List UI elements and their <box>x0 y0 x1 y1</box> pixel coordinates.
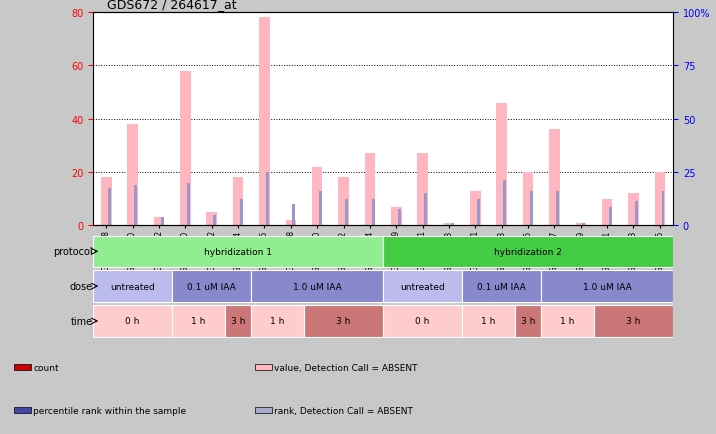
Bar <box>541 306 594 337</box>
Bar <box>266 172 269 226</box>
Bar <box>251 271 383 302</box>
Text: 1.0 uM IAA: 1.0 uM IAA <box>293 282 342 291</box>
Bar <box>127 125 138 226</box>
Bar <box>582 223 586 226</box>
Bar <box>93 236 383 267</box>
Text: 0.1 uM IAA: 0.1 uM IAA <box>478 282 526 291</box>
Bar <box>233 178 243 226</box>
Bar <box>383 271 462 302</box>
Text: untreated: untreated <box>110 282 155 291</box>
Bar <box>628 194 639 226</box>
Text: value, Detection Call = ABSENT: value, Detection Call = ABSENT <box>274 363 418 372</box>
Text: hybridization 1: hybridization 1 <box>204 247 272 256</box>
Bar <box>345 199 348 226</box>
Bar <box>154 218 164 226</box>
Bar <box>541 271 673 302</box>
Bar <box>594 306 673 337</box>
Bar <box>372 199 374 226</box>
Text: rank, Detection Call = ABSENT: rank, Detection Call = ABSENT <box>274 406 413 414</box>
Bar <box>635 202 638 226</box>
Text: hybridization 2: hybridization 2 <box>494 247 562 256</box>
Bar <box>462 306 515 337</box>
Bar <box>160 218 164 226</box>
Bar <box>14 364 32 370</box>
Text: 0 h: 0 h <box>125 317 140 326</box>
Text: 3 h: 3 h <box>231 317 246 326</box>
Bar <box>101 178 112 226</box>
Bar <box>398 210 401 226</box>
Text: 0.1 uM IAA: 0.1 uM IAA <box>188 282 236 291</box>
Bar <box>383 306 462 337</box>
Bar <box>662 191 664 226</box>
Bar <box>304 306 383 337</box>
Text: dose: dose <box>70 282 93 291</box>
Bar <box>93 271 172 302</box>
Bar <box>187 183 190 226</box>
Bar <box>251 306 304 337</box>
Text: 1 h: 1 h <box>561 317 575 326</box>
Bar <box>319 191 321 226</box>
Bar <box>503 181 506 226</box>
Bar <box>108 188 111 226</box>
Bar <box>556 191 559 226</box>
Text: 1 h: 1 h <box>191 317 205 326</box>
Bar <box>523 172 533 226</box>
Bar <box>462 271 541 302</box>
Bar <box>425 194 427 226</box>
Bar <box>255 364 272 370</box>
Bar <box>172 271 251 302</box>
Bar <box>654 172 665 226</box>
Bar <box>383 236 673 267</box>
Bar <box>470 191 480 226</box>
Bar <box>515 306 541 337</box>
Text: 3 h: 3 h <box>521 317 536 326</box>
Bar <box>172 306 225 337</box>
Text: untreated: untreated <box>400 282 445 291</box>
Bar <box>549 130 560 226</box>
Bar <box>93 306 172 337</box>
Bar <box>312 167 322 226</box>
Bar <box>14 407 32 413</box>
Bar <box>530 191 533 226</box>
Text: protocol: protocol <box>54 247 93 256</box>
Bar <box>225 306 251 337</box>
Bar <box>292 204 296 226</box>
Bar <box>444 223 454 226</box>
Bar <box>259 18 270 226</box>
Bar <box>496 103 507 226</box>
Bar <box>180 72 190 226</box>
Bar <box>391 207 402 226</box>
Text: 1.0 uM IAA: 1.0 uM IAA <box>583 282 632 291</box>
Text: count: count <box>34 363 59 372</box>
Bar <box>477 199 480 226</box>
Text: 3 h: 3 h <box>337 317 351 326</box>
Bar <box>364 154 375 226</box>
Bar <box>450 223 454 226</box>
Text: 3 h: 3 h <box>626 317 641 326</box>
Bar <box>602 199 612 226</box>
Bar <box>286 220 296 226</box>
Bar <box>206 212 217 226</box>
Bar <box>255 407 272 413</box>
Bar <box>609 207 611 226</box>
Text: time: time <box>71 316 93 326</box>
Text: GDS672 / 264617_at: GDS672 / 264617_at <box>107 0 237 11</box>
Bar <box>576 223 586 226</box>
Bar <box>213 215 216 226</box>
Text: 0 h: 0 h <box>415 317 430 326</box>
Bar <box>417 154 428 226</box>
Text: percentile rank within the sample: percentile rank within the sample <box>34 406 186 414</box>
Text: 1 h: 1 h <box>271 317 285 326</box>
Text: 1 h: 1 h <box>481 317 495 326</box>
Bar <box>135 186 137 226</box>
Bar <box>240 199 243 226</box>
Bar <box>338 178 349 226</box>
